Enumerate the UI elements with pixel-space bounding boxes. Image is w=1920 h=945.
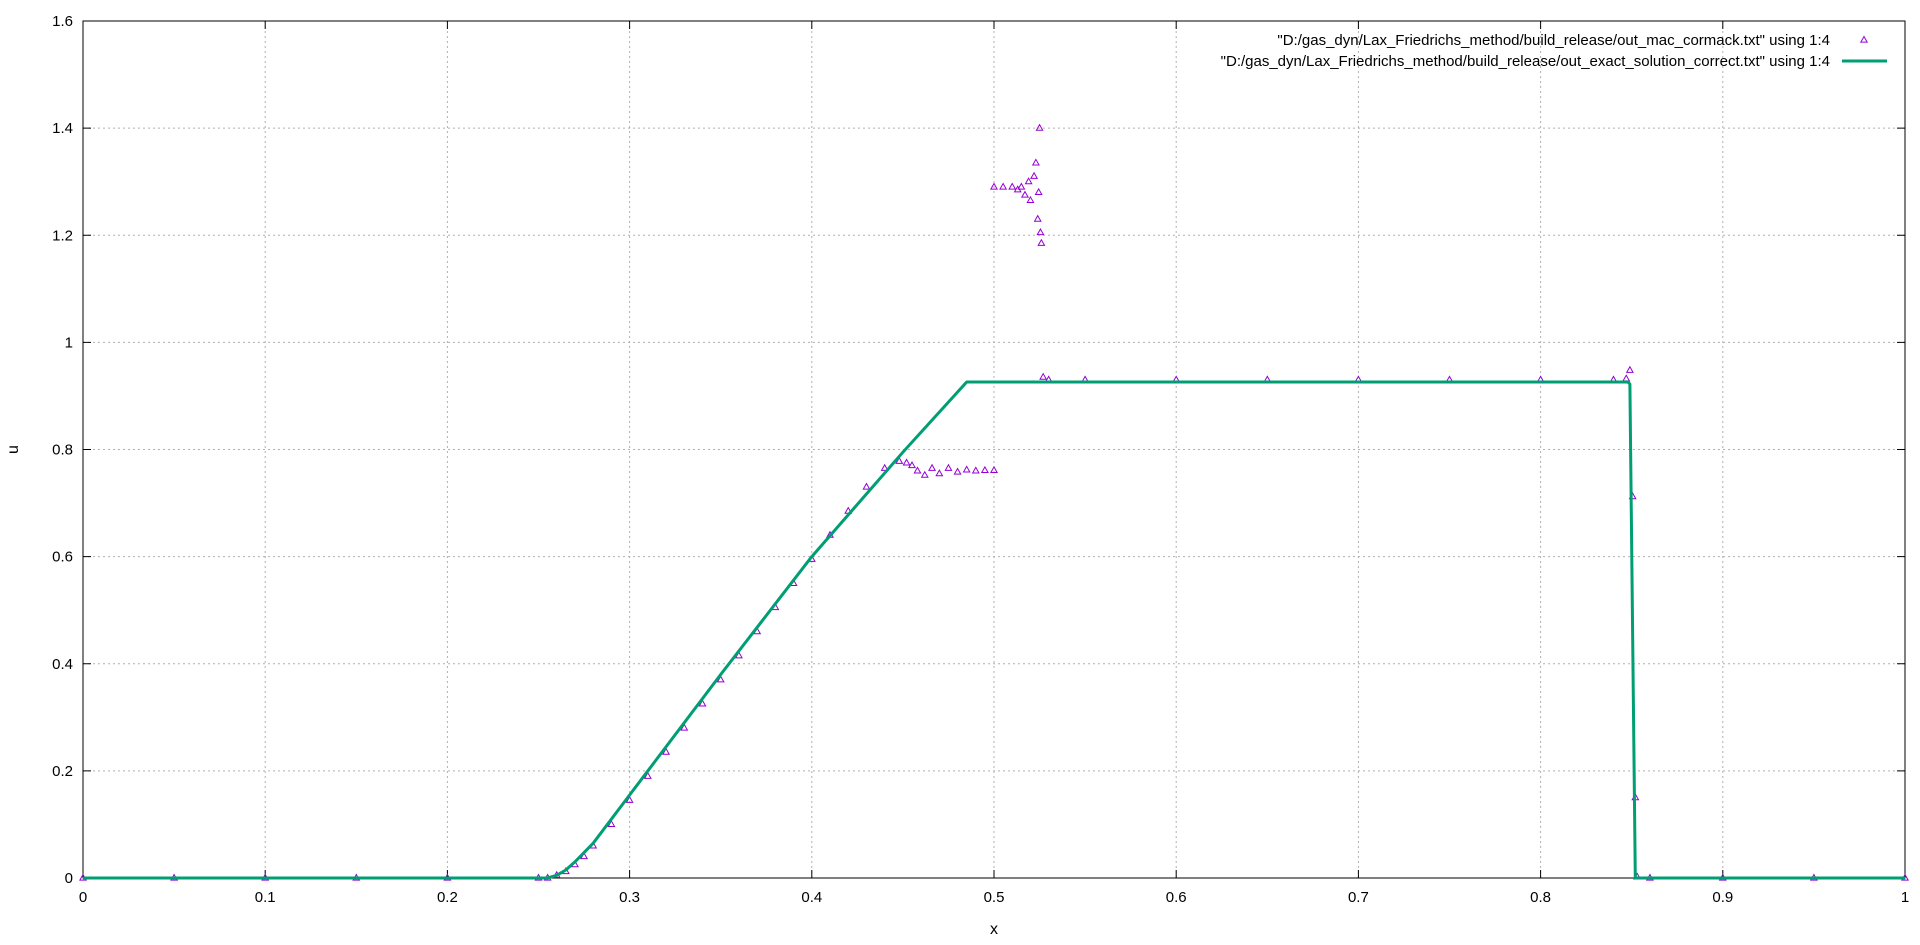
data-point xyxy=(1035,123,1044,131)
data-point xyxy=(1008,182,1017,190)
x-tick-label: 0.8 xyxy=(1530,889,1551,906)
data-point xyxy=(1034,187,1043,195)
legend: "D:/gas_dyn/Lax_Friedrichs_method/build_… xyxy=(1221,32,1887,70)
data-point xyxy=(662,747,671,755)
data-point xyxy=(989,182,999,190)
data-point xyxy=(1020,190,1029,198)
data-point xyxy=(928,463,937,471)
data-point xyxy=(953,467,962,475)
data-point xyxy=(962,465,971,473)
data-point xyxy=(1037,238,1046,246)
data-point xyxy=(980,465,989,473)
y-tick-label: 1.2 xyxy=(52,227,73,244)
x-tick-label: 0.6 xyxy=(1166,889,1187,906)
data-point xyxy=(880,463,889,471)
data-point xyxy=(1036,228,1045,236)
series-line xyxy=(83,380,1905,880)
data-point xyxy=(1030,171,1039,179)
data-point xyxy=(1039,372,1048,380)
x-tick-label: 0.4 xyxy=(801,889,822,906)
data-point xyxy=(698,699,707,707)
data-point xyxy=(999,182,1008,190)
data-point xyxy=(625,795,634,803)
x-tick-label: 0.3 xyxy=(619,889,640,906)
grid-layer xyxy=(83,21,1905,878)
y-tick-label: 0 xyxy=(65,870,73,887)
legend-label: "D:/gas_dyn/Lax_Friedrichs_method/build_… xyxy=(1221,53,1830,70)
series-2 xyxy=(83,380,1905,880)
data-point xyxy=(1024,177,1033,185)
data-point xyxy=(944,463,953,471)
data-point xyxy=(935,469,944,477)
x-tick-label: 1 xyxy=(1901,889,1909,906)
data-point xyxy=(908,461,917,469)
data-point xyxy=(895,456,904,464)
y-tick-label: 0.2 xyxy=(52,763,73,780)
data-point xyxy=(716,675,725,683)
series-layer xyxy=(78,123,1910,881)
legend-marker-swatch xyxy=(1859,35,1869,43)
y-tick-label: 1 xyxy=(65,334,73,351)
data-point xyxy=(971,466,980,474)
data-point xyxy=(862,482,871,490)
axis-layer: 0 0.1 0.2 0.3 0.4 0.5 0.6 0.7 0.8 0.9 1 0 0.2 0.4 0.6 0… xyxy=(52,13,1909,906)
x-tick-label: 0 xyxy=(79,889,87,906)
data-point xyxy=(1026,195,1035,204)
legend-label: "D:/gas_dyn/Lax_Friedrichs_method/build_… xyxy=(1277,32,1830,49)
y-tick-label: 0.8 xyxy=(52,442,73,459)
data-point xyxy=(989,465,999,473)
x-tick-label: 0.2 xyxy=(437,889,458,906)
x-tick-label: 0.1 xyxy=(255,889,276,906)
data-point xyxy=(1622,374,1631,382)
data-point xyxy=(643,771,652,779)
data-point xyxy=(607,819,616,828)
y-axis-label: u xyxy=(5,445,22,454)
x-tick-label: 0.9 xyxy=(1712,889,1733,906)
data-point xyxy=(902,458,911,466)
x-tick-label: 0.5 xyxy=(984,889,1005,906)
data-point xyxy=(1031,158,1040,166)
data-point xyxy=(1033,214,1042,222)
y-tick-label: 1.4 xyxy=(52,120,73,137)
data-point xyxy=(913,466,922,474)
x-axis-label: x xyxy=(990,921,998,938)
y-tick-label: 1.6 xyxy=(52,13,73,30)
data-point xyxy=(1625,365,1634,373)
x-tick-label: 0.7 xyxy=(1348,889,1369,906)
data-point xyxy=(680,723,689,731)
data-point xyxy=(920,470,929,478)
y-tick-label: 0.6 xyxy=(52,549,73,566)
data-point xyxy=(1017,182,1026,190)
y-tick-label: 0.4 xyxy=(52,656,73,673)
